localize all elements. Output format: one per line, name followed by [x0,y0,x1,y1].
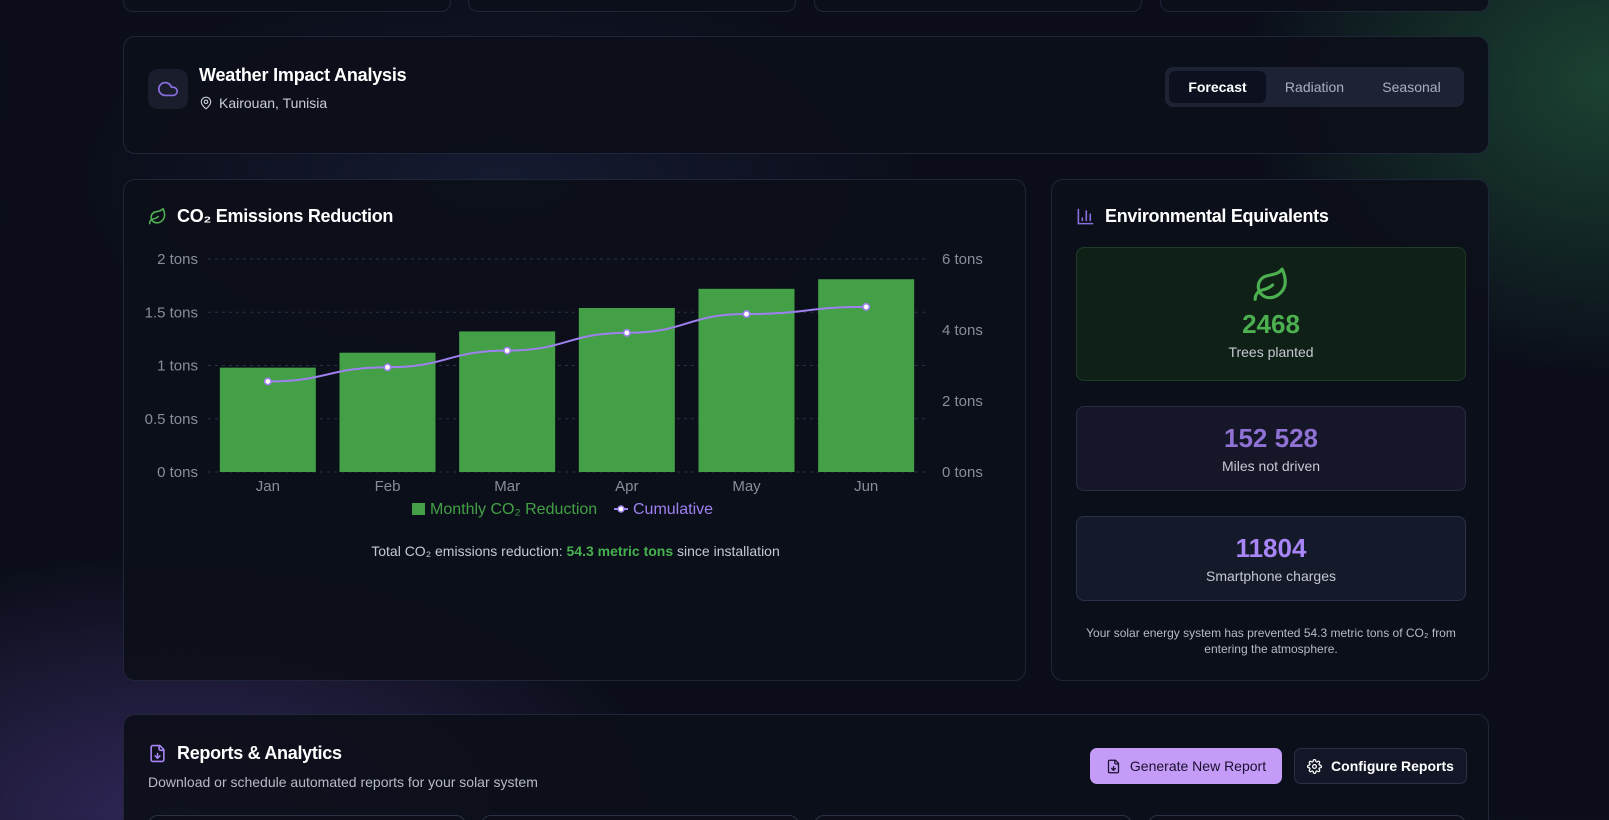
tab-seasonal[interactable]: Seasonal [1382,79,1441,95]
trees-box: 2468 Trees planted [1076,247,1466,381]
stat-card-3 [814,0,1142,12]
bar-chart-icon [1077,208,1094,225]
legend-label-cumulative: Cumulative [633,501,713,518]
bar [698,288,795,472]
environmental-equivalents-card: Environmental Equivalents 2468 Trees pla… [1051,179,1489,681]
leaf-icon [148,207,166,225]
trees-value: 2468 [1242,309,1300,339]
cumulative-point [263,377,272,386]
cumulative-line [267,305,867,383]
bar [339,352,436,472]
co2-chart: 0 tons 0.5 tons 1 tons 1.5 tons 2 tons 0 tons… [145,251,983,518]
co2-title-row: CO₂ Emissions Reduction [148,206,393,227]
generate-report-label: Generate New Report [1129,758,1267,774]
cumulative-point [383,363,392,372]
weather-tabs: Forecast Radiation Seasonal [1165,67,1464,107]
stat-card-1 [123,0,451,12]
y-left-tick-label: 2 tons [157,251,198,268]
weather-location: Kairouan, Tunisia [199,95,327,111]
report-card-2 [481,815,799,820]
weather-impact-card: Weather Impact Analysis Kairouan, Tunisi… [123,36,1489,154]
y-right-tick-label: 2 tons [942,393,983,410]
miles-value: 152 528 [1224,423,1318,453]
reports-title: Reports & Analytics [177,743,342,763]
stat-card-4 [1160,0,1489,12]
smartphone-value: 11804 [1235,533,1307,563]
stat-card-2 [468,0,796,12]
reports-subtitle: Download or schedule automated reports f… [148,774,538,790]
smartphone-label: Smartphone charges [1206,568,1336,584]
x-tick-label: Feb [375,478,401,495]
weather-icon-box [148,69,188,109]
location-text: Kairouan, Tunisia [219,95,328,111]
configure-reports-button[interactable]: Configure Reports [1294,748,1467,784]
y-left-tick-label: 0.5 tons [145,411,198,428]
map-pin-icon [200,96,212,110]
legend-label-monthly: Monthly CO₂ Reduction [430,501,597,518]
total-prefix: Total CO₂ emissions reduction: [371,543,567,559]
env-title: Environmental Equivalents [1105,206,1329,226]
x-tick-label: Apr [615,478,638,495]
y-left-tick-label: 1.5 tons [145,304,198,321]
y-left-tick-label: 1 tons [157,358,198,375]
smartphone-box: 11804 Smartphone charges [1076,516,1466,601]
x-tick-label: Jan [256,478,280,495]
generate-report-button[interactable]: Generate New Report [1090,748,1282,784]
cloud-icon [158,81,178,97]
co2-reduction-card: CO₂ Emissions Reduction 0 tons 0.5 tons 1 … [123,179,1026,681]
miles-box: 152 528 Miles not driven [1076,406,1466,491]
legend-swatch-monthly [412,503,425,515]
total-suffix: since installation [673,543,780,559]
co2-total: Total CO₂ emissions reduction: 54.3 metr… [124,543,1027,559]
trees-label: Trees planted [1228,344,1314,360]
y-right-tick-label: 6 tons [942,251,983,268]
cumulative-point [503,346,512,355]
cumulative-point [862,302,871,311]
report-card-1 [148,815,466,820]
cumulative-point [742,310,751,319]
gear-icon [1307,758,1322,774]
report-card-3 [814,815,1132,820]
reports-title-row: Reports & Analytics [148,743,342,764]
reports-analytics-card: Reports & Analytics Download or schedule… [123,714,1489,820]
bar [459,331,556,472]
bar [818,279,915,472]
miles-label: Miles not driven [1221,458,1321,474]
weather-title: Weather Impact Analysis [199,65,407,85]
report-card-4 [1148,815,1466,820]
legend-swatch-cumulative-point [617,505,625,513]
y-right-tick-label: 4 tons [942,322,983,339]
x-tick-label: Jun [854,478,878,495]
env-note: Your solar energy system has prevented 5… [1086,626,1456,656]
x-tick-label: Mar [494,478,520,495]
file-download-icon [150,744,165,763]
x-tick-label: May [732,478,761,495]
configure-reports-label: Configure Reports [1331,758,1454,774]
co2-title: CO₂ Emissions Reduction [177,206,394,226]
total-value: 54.3 metric tons [566,543,674,559]
tab-forecast[interactable]: Forecast [1169,71,1266,103]
y-right-tick-label: 0 tons [942,464,983,481]
env-title-row: Environmental Equivalents [1076,206,1329,227]
tab-radiation[interactable]: Radiation [1284,79,1345,95]
y-left-tick-label: 0 tons [157,464,198,481]
file-download-icon [1107,759,1120,773]
leaf-icon [1253,267,1287,301]
cumulative-point [622,328,631,337]
